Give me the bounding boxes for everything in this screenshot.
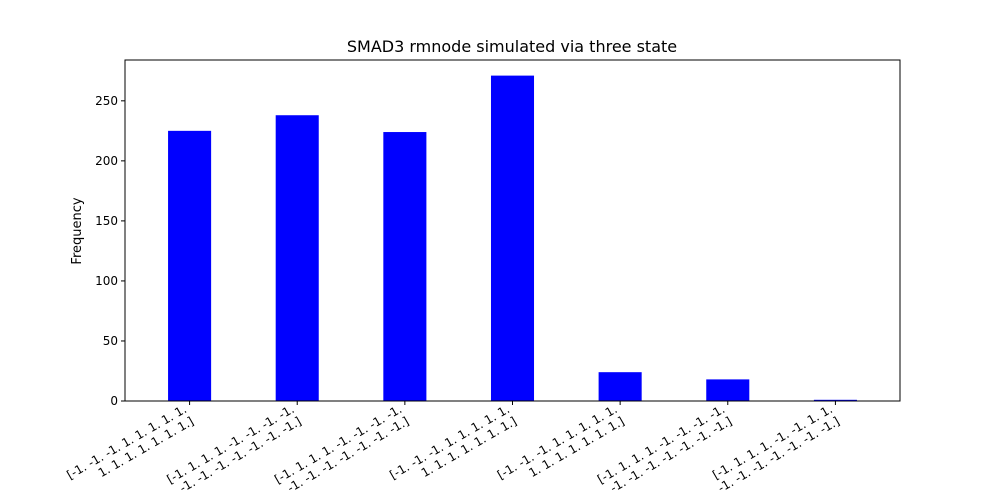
bar (383, 132, 427, 402)
bar (168, 130, 212, 401)
bar (490, 75, 535, 402)
x-tick-label-line: -1. -1. -1. -1. -1. -1. -1.] (285, 414, 412, 495)
x-tick-label: [-1. 1. 1. 1. -1. -1. 1. 1.-1. -1. -1. -… (710, 402, 842, 495)
y-tick-label: 200 (95, 154, 118, 168)
x-axis-ticks: [-1. -1. -1. 1. 1. 1. 1. 1. 1. 1. 1. 1. … (64, 401, 842, 495)
plot-frame (124, 59, 901, 402)
x-tick-label-line: -1. -1. -1. -1. -1. -1. -1.] (715, 414, 842, 495)
bar (598, 372, 642, 401)
y-axis-ticks: 0 50 100 150 200 250 (95, 94, 125, 408)
y-axis-label: Frequency (70, 197, 85, 264)
x-tick-label: [-1. -1. -1. 1. 1. 1. 1. 1. 1. 1. 1. 1. … (387, 402, 519, 482)
y-tick-label: 150 (95, 214, 118, 228)
x-tick-label-line: [-1. -1. -1. 1. 1. 1. 1. 1. (387, 402, 512, 482)
y-tick-label: 50 (103, 334, 118, 348)
bars-group (168, 75, 857, 402)
y-tick-label: 250 (95, 94, 118, 108)
chart-title: SMAD3 rmnode simulated via three state (347, 37, 677, 56)
bar (275, 115, 319, 401)
y-tick-label: 100 (95, 274, 118, 288)
bar (706, 379, 750, 401)
bar (813, 399, 857, 401)
y-tick-label: 0 (110, 394, 118, 408)
x-tick-label-line: [-1. 1. 1. 1. -1. -1. 1. 1. (710, 402, 835, 482)
